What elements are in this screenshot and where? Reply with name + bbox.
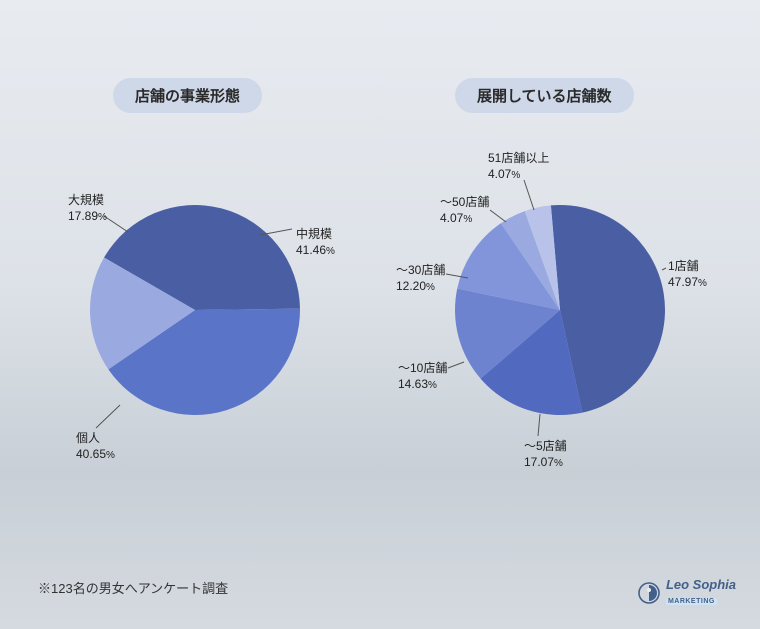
leader-line [662,268,666,270]
logo-line1: Leo Sophia [666,578,736,591]
slice-label-left-0: 中規模41.46% [296,226,335,259]
chart-title-left: 店舗の事業形態 [113,78,262,113]
leader-line [524,180,534,210]
logo-icon [638,582,660,604]
leader-line [490,210,506,222]
chart-title-right: 展開している店舗数 [455,78,634,113]
slice-label-right-2: 〜10店舗14.63% [398,360,447,393]
slice-label-right-1: 〜5店舗17.07% [524,438,567,471]
footnote-text: ※123名の男女へアンケート調査 [38,578,228,597]
slice-label-left-1: 個人40.65% [76,430,115,463]
slice-label-right-5: 51店舗以上4.07% [488,150,549,183]
leader-line [104,216,128,232]
slice-label-left-2: 大規模17.89% [68,192,107,225]
leader-line [96,405,120,428]
leader-line [448,362,464,368]
logo-line2: MARKETING [666,598,717,605]
slice-label-right-4: 〜50店舗4.07% [440,194,489,227]
slice-label-right-3: 〜30店舗12.20% [396,262,445,295]
slice-label-right-0: 1店舗47.97% [668,258,707,291]
brand-logo: Leo Sophia MARKETING [638,578,736,607]
leader-line [538,414,540,436]
